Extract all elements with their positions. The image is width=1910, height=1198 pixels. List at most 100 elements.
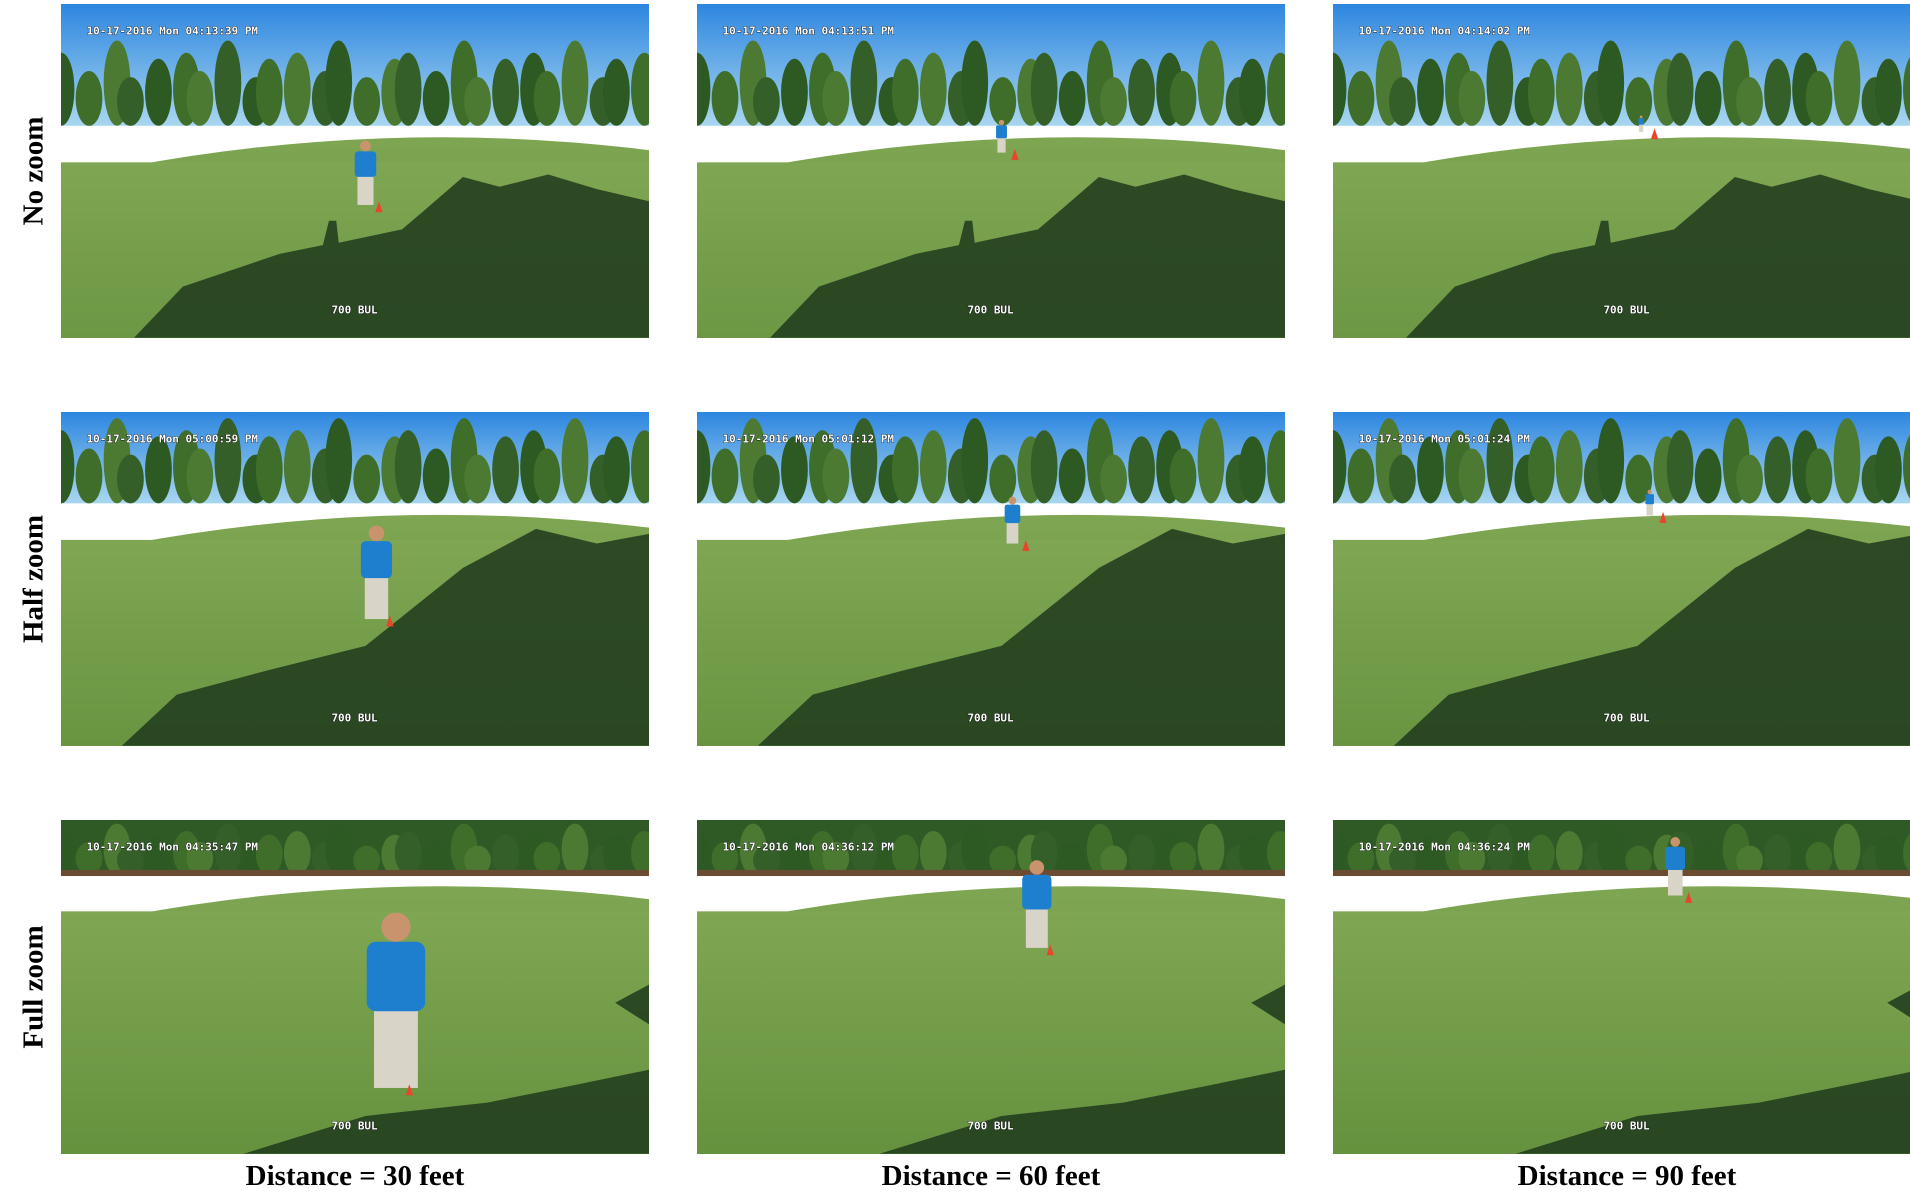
tree (1486, 418, 1514, 504)
camera-frame: 10-17-2016 Mon 04:13:39 PM 700 BUL (61, 4, 649, 338)
tree (325, 418, 353, 504)
tree (145, 834, 172, 875)
person-head (998, 119, 1005, 126)
mulch (697, 869, 1285, 877)
tree (283, 52, 311, 126)
tree (353, 845, 381, 875)
person-shirt (1645, 494, 1654, 505)
timestamp: 10-17-2016 Mon 04:36:12 PM (723, 840, 895, 853)
cone (1659, 511, 1667, 523)
tree (1347, 448, 1375, 504)
camera-frame: 10-17-2016 Mon 04:14:02 PM 700 BUL (1333, 4, 1910, 338)
cone (405, 1084, 414, 1096)
person-head (1647, 489, 1652, 495)
tree (781, 436, 808, 504)
tree (1694, 841, 1722, 875)
tree (1197, 823, 1225, 875)
tree (145, 436, 172, 504)
tree (822, 841, 850, 875)
camera-name: 700 BUL (1603, 711, 1650, 724)
tree (1764, 436, 1791, 504)
tree (631, 430, 649, 504)
tree (1555, 430, 1583, 504)
tree (1389, 77, 1416, 126)
person-head (368, 525, 385, 542)
person-head (381, 912, 411, 942)
tree (464, 77, 491, 126)
tree (533, 448, 561, 504)
house-shadow (243, 1069, 649, 1154)
tree (961, 823, 989, 875)
tree (1333, 430, 1347, 504)
house-shadow (1393, 528, 1910, 746)
tree (1736, 845, 1763, 875)
tree (989, 845, 1017, 875)
tree (1458, 70, 1486, 126)
tree (1764, 58, 1791, 126)
tree (1527, 58, 1555, 126)
tree (283, 430, 311, 504)
tree (1058, 448, 1086, 504)
tree (255, 58, 283, 126)
tree (533, 70, 561, 126)
tree (891, 58, 919, 126)
tree (117, 77, 144, 126)
tree (697, 430, 711, 504)
tree (1030, 52, 1058, 126)
tree (1903, 434, 1910, 499)
tree (394, 830, 422, 875)
tree (422, 841, 450, 875)
tree (1058, 70, 1086, 126)
camera-name: 700 BUL (331, 711, 378, 724)
tree (561, 823, 589, 875)
row-label: Full zoom (17, 925, 50, 1049)
tree (989, 454, 1017, 504)
camera-name: 700 BUL (331, 303, 378, 316)
row-label: Half zoom (17, 514, 50, 643)
tree (283, 830, 311, 875)
tree (1625, 454, 1653, 504)
cone (386, 615, 394, 627)
tree (394, 430, 422, 504)
tree (850, 40, 878, 126)
house-shadow (879, 1069, 1285, 1154)
tree (492, 834, 519, 875)
tree (1458, 841, 1486, 875)
tree (533, 841, 561, 875)
tree (961, 418, 989, 504)
tree (1736, 77, 1763, 126)
cone (1650, 128, 1659, 140)
tree (117, 454, 144, 504)
house-shadow (770, 174, 1285, 338)
house-shadow (1251, 984, 1285, 1025)
tree (1267, 830, 1285, 875)
tree (464, 845, 491, 875)
tree (1389, 845, 1416, 875)
timestamp: 10-17-2016 Mon 05:01:24 PM (1359, 432, 1531, 445)
timestamp: 10-17-2016 Mon 04:35:47 PM (87, 840, 259, 853)
tree (255, 436, 283, 504)
tree (1267, 52, 1285, 126)
timestamp: 10-17-2016 Mon 04:36:24 PM (1359, 840, 1531, 853)
tree (1805, 70, 1833, 126)
tree (1347, 841, 1375, 875)
tree (1736, 454, 1763, 504)
cone (375, 201, 383, 213)
tree (1486, 823, 1514, 875)
tree (1625, 77, 1653, 126)
column-label: Distance = 60 feet (881, 1160, 1101, 1192)
person-legs (357, 174, 374, 205)
house-shadow (1515, 1072, 1910, 1154)
tree (1239, 58, 1266, 126)
tree (1833, 823, 1861, 875)
tree (117, 845, 144, 875)
tree (850, 418, 878, 504)
tree (325, 40, 353, 126)
tree (1417, 436, 1444, 504)
tree (145, 58, 172, 126)
tree (1458, 448, 1486, 504)
tree (492, 58, 519, 126)
tree (1169, 841, 1197, 875)
camera-frame: 10-17-2016 Mon 04:13:51 PM 700 BUL (697, 4, 1285, 338)
